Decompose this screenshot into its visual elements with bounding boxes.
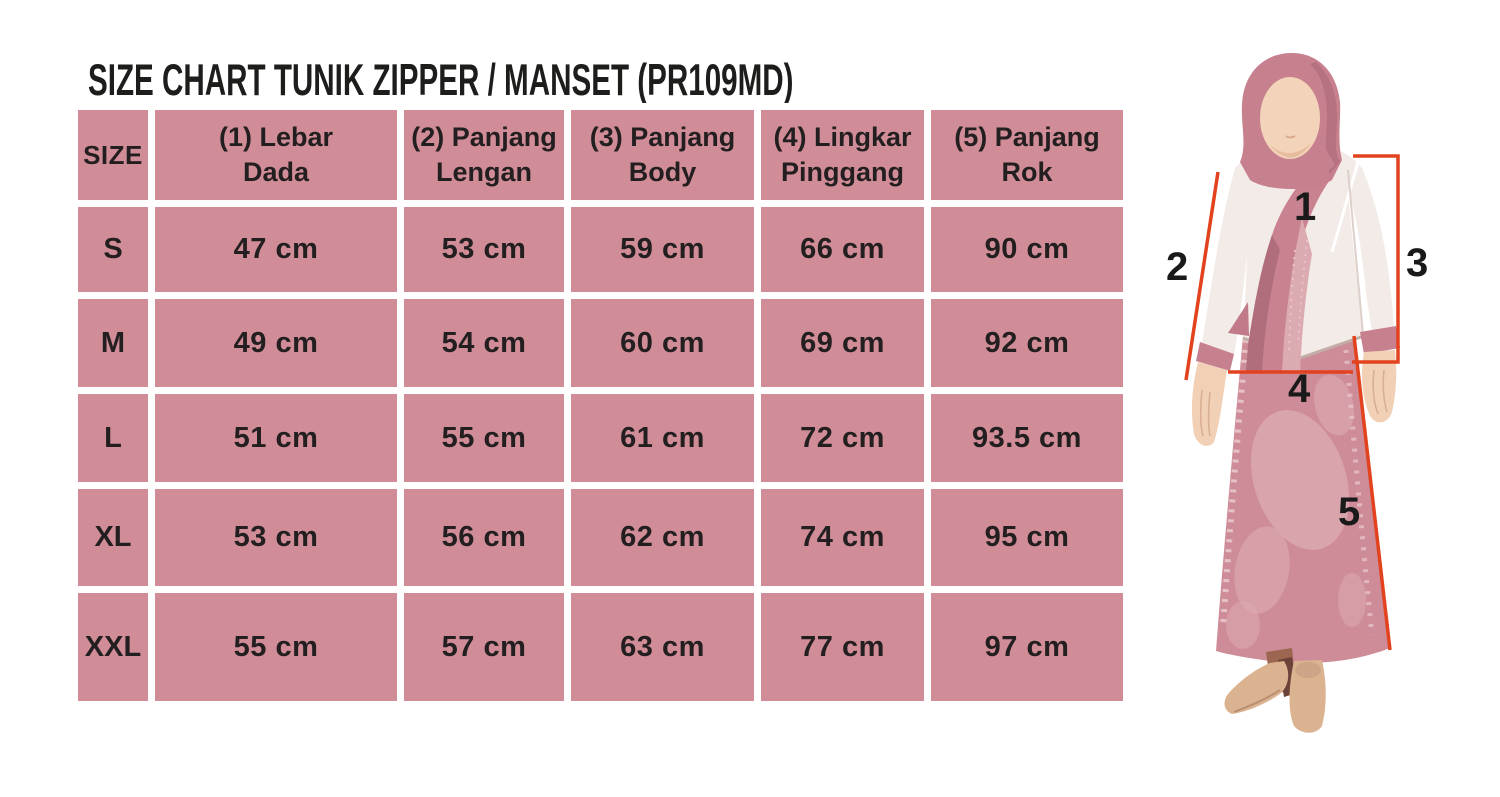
row-size: XXL [78, 593, 148, 701]
measure-label-skirt: 5 [1338, 490, 1360, 534]
measure-line-sleeve [1184, 171, 1220, 381]
table-row: XXL 55 cm 57 cm 63 cm 77 cm 97 cm [78, 593, 1123, 701]
cell-value: 55 cm [155, 593, 397, 701]
cell-value: 51 cm [155, 394, 397, 482]
table-row: M 49 cm 54 cm 60 cm 69 cm 92 cm [78, 299, 1123, 387]
measurement-lines [1184, 154, 1400, 651]
cell-value: 97 cm [931, 593, 1123, 701]
header-lingkar-pinggang: (4) Lingkar Pinggang [761, 110, 924, 200]
cell-value: 93.5 cm [931, 394, 1123, 482]
cell-value: 53 cm [155, 489, 397, 586]
header-line: (4) Lingkar [773, 121, 912, 152]
cell-value: 72 cm [761, 394, 924, 482]
model-figure-svg: 1 2 3 4 5 [1166, 53, 1428, 733]
cell-value: 61 cm [571, 394, 754, 482]
cell-value: 92 cm [931, 299, 1123, 387]
cell-value: 49 cm [155, 299, 397, 387]
row-size: XL [78, 489, 148, 586]
header-line: Body [628, 157, 697, 187]
cell-value: 47 cm [155, 207, 397, 292]
hijab-head [1240, 53, 1342, 189]
scarf-drape [1228, 158, 1336, 372]
header-line: (2) Panjang [411, 121, 557, 152]
hands [1191, 350, 1397, 446]
measure-label-sleeve: 2 [1166, 245, 1188, 289]
cell-value: 66 cm [761, 207, 924, 292]
cell-value: 63 cm [571, 593, 754, 701]
page-title: SIZE CHART TUNIK ZIPPER / MANSET (PR109M… [88, 56, 794, 106]
header-panjang-lengan: (2) Panjang Lengan [404, 110, 564, 200]
measure-label-waist: 4 [1288, 367, 1311, 411]
measure-label-body: 3 [1406, 241, 1428, 285]
cell-value: 95 cm [931, 489, 1123, 586]
size-guide-illustration: 1 2 3 4 5 [1150, 40, 1500, 797]
header-line: Rok [1001, 157, 1053, 187]
row-size: M [78, 299, 148, 387]
cell-value: 57 cm [404, 593, 564, 701]
table-row: L 51 cm 55 cm 61 cm 72 cm 93.5 cm [78, 394, 1123, 482]
table-header-row: SIZE (1) Lebar Dada (2) Panjang Lengan (… [78, 110, 1123, 200]
cell-value: 56 cm [404, 489, 564, 586]
measure-line-skirt [1352, 335, 1392, 651]
cell-value: 55 cm [404, 394, 564, 482]
header-line: (5) Panjang [954, 121, 1100, 152]
header-line: Dada [242, 157, 310, 187]
header-lebar-dada: (1) Lebar Dada [155, 110, 397, 200]
row-size: L [78, 394, 148, 482]
measure-label-chest: 1 [1294, 185, 1316, 229]
cell-value: 59 cm [571, 207, 754, 292]
cell-value: 74 cm [761, 489, 924, 586]
header-line: (3) Panjang [589, 121, 736, 152]
measure-bracket-body [1352, 154, 1400, 364]
header-line: Pinggang [781, 157, 904, 187]
table-row: S 47 cm 53 cm 59 cm 66 cm 90 cm [78, 207, 1123, 292]
face [1260, 77, 1320, 159]
heel-shoes [1224, 657, 1326, 733]
size-chart-table: SIZE (1) Lebar Dada (2) Panjang Lengan (… [71, 103, 1130, 708]
cell-value: 53 cm [404, 207, 564, 292]
header-line: Lengan [435, 157, 532, 187]
cell-value: 60 cm [571, 299, 754, 387]
row-size: S [78, 207, 148, 292]
header-line: (1) Lebar [218, 121, 334, 152]
cell-value: 90 cm [931, 207, 1123, 292]
header-panjang-body: (3) Panjang Body [571, 110, 754, 200]
header-panjang-rok: (5) Panjang Rok [931, 110, 1123, 200]
cell-value: 69 cm [761, 299, 924, 387]
cell-value: 54 cm [404, 299, 564, 387]
left-cuff [1196, 342, 1234, 371]
table-row: XL 53 cm 56 cm 62 cm 74 cm 95 cm [78, 489, 1123, 586]
cell-value: 77 cm [761, 593, 924, 701]
right-cuff [1360, 326, 1400, 354]
cell-value: 62 cm [571, 489, 754, 586]
header-size: SIZE [78, 110, 148, 200]
